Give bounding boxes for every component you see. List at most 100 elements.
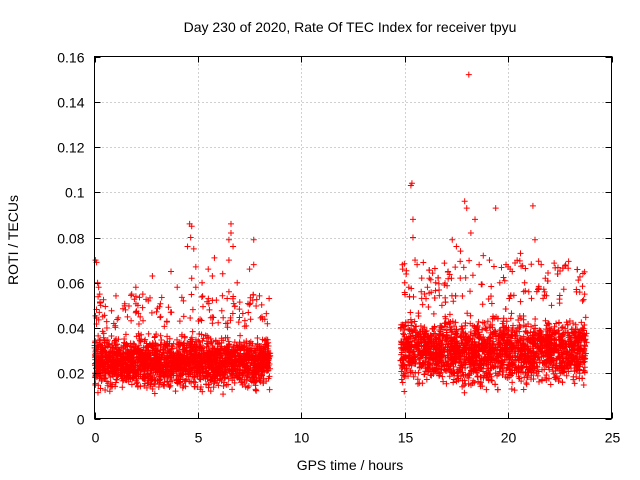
- data-point: [190, 245, 197, 252]
- data-point: [236, 341, 243, 348]
- data-point: [460, 264, 467, 271]
- data-point: [188, 275, 195, 282]
- data-point: [571, 380, 578, 387]
- data-point: [95, 343, 102, 350]
- data-point: [157, 313, 164, 320]
- data-point: [258, 301, 265, 308]
- data-point: [96, 309, 103, 316]
- data-point: [172, 388, 179, 395]
- data-point: [486, 257, 493, 264]
- data-point: [430, 310, 437, 317]
- data-point: [131, 341, 138, 348]
- data-point: [209, 272, 216, 279]
- data-point: [401, 388, 408, 395]
- data-point: [225, 375, 232, 382]
- data-point: [237, 332, 244, 339]
- data-point: [225, 341, 232, 348]
- data-point: [157, 332, 164, 339]
- data-point: [245, 366, 252, 373]
- data-point: [424, 284, 431, 291]
- data-point: [256, 374, 263, 381]
- data-point: [133, 380, 140, 387]
- data-point: [250, 291, 257, 298]
- data-point: [140, 317, 147, 324]
- data-point: [498, 264, 505, 271]
- data-point: [565, 258, 572, 265]
- data-point: [399, 379, 406, 386]
- data-point: [465, 71, 472, 78]
- data-point: [264, 320, 271, 327]
- data-point: [246, 266, 253, 273]
- data-point: [192, 336, 199, 343]
- data-point: [137, 338, 144, 345]
- x-tick-label: 25: [605, 430, 621, 446]
- data-point: [578, 319, 585, 326]
- data-point: [128, 381, 135, 388]
- data-point: [547, 381, 554, 388]
- data-point: [450, 298, 457, 305]
- data-point: [509, 379, 516, 386]
- data-point: [426, 275, 433, 282]
- data-point: [254, 334, 261, 341]
- data-point: [532, 316, 539, 323]
- data-point: [184, 352, 191, 359]
- data-point: [155, 383, 162, 390]
- data-point: [220, 391, 227, 398]
- data-point: [108, 332, 115, 339]
- data-point: [245, 309, 252, 316]
- x-tick-label: 0: [92, 430, 100, 446]
- data-point: [247, 316, 254, 323]
- y-tick-label: 0.12: [57, 140, 84, 156]
- data-point: [409, 216, 416, 223]
- data-point: [224, 320, 231, 327]
- data-point: [243, 340, 250, 347]
- data-point: [244, 300, 251, 307]
- data-point: [181, 340, 188, 347]
- x-axis-label: GPS time / hours: [297, 457, 404, 473]
- data-point: [438, 302, 445, 309]
- data-point: [479, 301, 486, 308]
- data-point: [178, 333, 185, 340]
- data-point: [174, 284, 181, 291]
- data-point: [225, 288, 232, 295]
- data-point: [148, 309, 155, 316]
- data-point: [151, 357, 158, 364]
- data-point: [419, 301, 426, 308]
- data-point: [508, 385, 515, 392]
- data-point: [579, 297, 586, 304]
- data-point: [158, 294, 165, 301]
- x-tick-label: 5: [195, 430, 203, 446]
- data-point: [201, 351, 208, 358]
- data-point: [184, 243, 191, 250]
- data-point: [403, 267, 410, 274]
- data-point: [559, 379, 566, 386]
- data-point: [207, 314, 214, 321]
- data-point: [136, 294, 143, 301]
- data-point: [528, 295, 535, 302]
- data-point: [467, 229, 474, 236]
- data-point: [508, 310, 515, 317]
- data-point: [580, 296, 587, 303]
- data-point: [218, 307, 225, 314]
- data-point: [147, 294, 154, 301]
- data-point: [97, 385, 104, 392]
- data-point: [189, 328, 196, 335]
- data-point: [198, 294, 205, 301]
- data-point: [253, 342, 260, 349]
- data-point: [128, 317, 135, 324]
- data-point: [467, 288, 474, 295]
- data-point: [488, 300, 495, 307]
- data-point: [204, 341, 211, 348]
- data-point: [196, 338, 203, 345]
- data-point: [132, 293, 139, 300]
- data-point: [469, 272, 476, 279]
- data-point: [230, 293, 237, 300]
- data-point: [466, 257, 473, 264]
- data-point: [189, 306, 196, 313]
- data-point: [178, 294, 185, 301]
- data-point: [483, 386, 490, 393]
- data-point: [492, 381, 499, 388]
- data-point: [239, 310, 246, 317]
- data-point: [475, 318, 482, 325]
- data-point: [227, 220, 234, 227]
